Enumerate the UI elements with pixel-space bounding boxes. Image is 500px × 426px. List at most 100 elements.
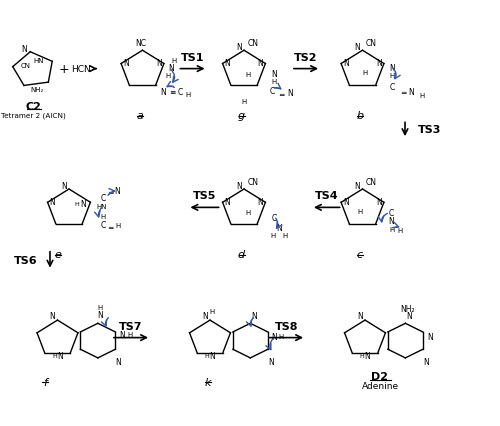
Text: N: N <box>268 357 274 367</box>
Text: N: N <box>119 330 124 339</box>
Text: H: H <box>166 72 171 78</box>
Text: N: N <box>236 43 242 52</box>
Text: N: N <box>376 197 382 206</box>
Text: f: f <box>43 377 47 387</box>
Text: N: N <box>252 311 257 321</box>
Text: H: H <box>128 331 133 337</box>
Text: H: H <box>360 353 364 358</box>
Text: N: N <box>224 197 230 206</box>
Text: H: H <box>398 228 403 234</box>
Text: N: N <box>61 181 67 191</box>
Text: N: N <box>123 59 129 68</box>
Text: N: N <box>156 59 162 68</box>
Text: N: N <box>406 311 411 321</box>
Text: H: H <box>246 72 250 78</box>
Text: H: H <box>74 201 80 207</box>
Text: C: C <box>100 193 105 203</box>
Text: CN: CN <box>21 63 31 69</box>
Text: N: N <box>424 357 429 367</box>
Text: N: N <box>209 351 214 360</box>
Text: N: N <box>236 181 242 191</box>
Text: HCN: HCN <box>71 65 91 74</box>
Text: g: g <box>238 111 245 121</box>
Text: TS8: TS8 <box>275 321 298 331</box>
Text: a: a <box>136 111 143 121</box>
Text: N: N <box>258 59 264 68</box>
Text: C2: C2 <box>26 101 42 112</box>
Text: N: N <box>408 88 414 97</box>
Text: k: k <box>204 377 211 387</box>
Text: ≡: ≡ <box>170 88 175 97</box>
Text: H: H <box>272 78 276 84</box>
Text: D2: D2 <box>372 371 388 381</box>
Text: H: H <box>282 233 288 239</box>
Text: H: H <box>53 353 58 358</box>
Text: N: N <box>50 197 56 206</box>
Text: N: N <box>202 311 208 321</box>
Text: N: N <box>376 59 382 68</box>
Text: N: N <box>287 89 293 98</box>
Text: H: H <box>358 209 362 215</box>
Text: N: N <box>364 351 370 360</box>
Text: ═: ═ <box>401 89 406 98</box>
Text: CN: CN <box>366 39 377 48</box>
Text: N: N <box>271 70 277 79</box>
Text: TS6: TS6 <box>14 255 38 265</box>
Text: CN: CN <box>248 177 258 187</box>
Text: Tetramer 2 (AICN): Tetramer 2 (AICN) <box>1 112 66 118</box>
Text: C: C <box>272 213 276 223</box>
Text: N: N <box>114 186 120 196</box>
Text: HN: HN <box>34 58 44 64</box>
Text: H: H <box>242 99 246 105</box>
Text: NC: NC <box>136 39 146 48</box>
Text: TS1: TS1 <box>181 52 204 63</box>
Text: C: C <box>270 87 274 96</box>
Text: H: H <box>98 305 103 311</box>
Text: +: + <box>58 63 70 76</box>
Text: N: N <box>388 216 394 225</box>
Text: d: d <box>238 250 245 259</box>
Text: N: N <box>271 332 276 341</box>
Text: TS4: TS4 <box>315 191 338 201</box>
Text: N: N <box>115 357 120 367</box>
Text: N: N <box>343 197 349 206</box>
Text: Adenine: Adenine <box>362 381 399 390</box>
Text: H: H <box>100 213 105 219</box>
Text: N: N <box>357 311 363 321</box>
Text: H: H <box>270 233 276 239</box>
Text: C: C <box>389 208 394 218</box>
Text: CN: CN <box>248 39 258 48</box>
Text: NH₂: NH₂ <box>400 304 415 314</box>
Text: H: H <box>209 308 214 314</box>
Text: H: H <box>278 334 284 340</box>
Text: H: H <box>185 92 190 98</box>
Text: H: H <box>246 209 250 215</box>
Text: HN: HN <box>96 204 107 210</box>
Text: N: N <box>80 200 86 209</box>
Text: H: H <box>362 70 368 76</box>
Text: C: C <box>390 83 395 92</box>
Text: ═: ═ <box>279 90 284 100</box>
Text: N: N <box>160 88 166 97</box>
Text: N: N <box>343 59 349 68</box>
Text: TS7: TS7 <box>120 321 143 331</box>
Text: N: N <box>22 45 27 54</box>
Text: TS3: TS3 <box>418 125 441 135</box>
Text: N: N <box>354 181 360 191</box>
Text: N: N <box>390 63 396 73</box>
Text: N: N <box>168 63 174 73</box>
Text: e: e <box>54 250 62 259</box>
Text: N: N <box>224 59 230 68</box>
Text: N: N <box>98 311 103 320</box>
Text: N: N <box>58 351 63 360</box>
Text: TS2: TS2 <box>294 52 318 63</box>
Text: b: b <box>356 111 364 121</box>
Text: H: H <box>390 73 395 79</box>
Text: ═: ═ <box>108 223 113 232</box>
Text: N: N <box>50 311 56 321</box>
Text: H: H <box>115 223 120 229</box>
Text: CN: CN <box>366 177 377 187</box>
Text: TS5: TS5 <box>193 191 216 201</box>
Text: N: N <box>354 43 360 52</box>
Text: N: N <box>276 223 282 233</box>
